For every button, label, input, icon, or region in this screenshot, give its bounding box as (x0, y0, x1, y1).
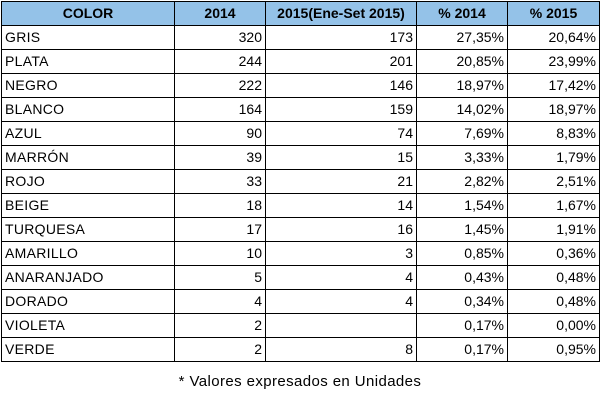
table-row: TURQUESA 17 16 1,45% 1,91% (1, 217, 600, 242)
cell-color: AZUL (1, 121, 175, 146)
cell-2015: 16 (265, 217, 417, 242)
table-row: AMARILLO 10 3 0,85% 0,36% (1, 241, 600, 266)
cell-2015: 14 (265, 193, 417, 218)
header-pct-2014: % 2014 (416, 1, 508, 26)
table-row: VERDE 2 8 0,17% 0,95% (1, 337, 600, 362)
cell-pct-2014: 20,85% (416, 49, 508, 74)
table-row: GRIS 320 173 27,35% 20,64% (1, 25, 600, 50)
cell-pct-2015: 20,64% (507, 25, 600, 50)
cell-pct-2014: 18,97% (416, 73, 508, 98)
cell-2014: 2 (174, 337, 266, 362)
cell-color: BEIGE (1, 193, 175, 218)
color-sales-table: COLOR 2014 2015(Ene-Set 2015) % 2014 % 2… (1, 1, 600, 362)
header-2014: 2014 (174, 1, 266, 26)
table-row: DORADO 4 4 0,34% 0,48% (1, 289, 600, 314)
cell-pct-2015: 2,51% (507, 169, 600, 194)
cell-pct-2015: 17,42% (507, 73, 600, 98)
cell-pct-2014: 2,82% (416, 169, 508, 194)
cell-pct-2015: 23,99% (507, 49, 600, 74)
cell-color: VERDE (1, 337, 175, 362)
cell-pct-2015: 1,79% (507, 145, 600, 170)
cell-color: VIOLETA (1, 313, 175, 338)
cell-2015: 8 (265, 337, 417, 362)
cell-2015: 15 (265, 145, 417, 170)
cell-2014: 222 (174, 73, 266, 98)
cell-pct-2015: 18,97% (507, 97, 600, 122)
cell-pct-2015: 0,36% (507, 241, 600, 266)
cell-2014: 10 (174, 241, 266, 266)
table-row: ROJO 33 21 2,82% 2,51% (1, 169, 600, 194)
cell-pct-2014: 14,02% (416, 97, 508, 122)
cell-color: BLANCO (1, 97, 175, 122)
table-row: VIOLETA 2 0,17% 0,00% (1, 313, 600, 338)
cell-color: TURQUESA (1, 217, 175, 242)
table-row: BLANCO 164 159 14,02% 18,97% (1, 97, 600, 122)
table-row: PLATA 244 201 20,85% 23,99% (1, 49, 600, 74)
cell-pct-2015: 0,00% (507, 313, 600, 338)
cell-2014: 39 (174, 145, 266, 170)
cell-pct-2014: 0,17% (416, 337, 508, 362)
table-row: MARRÓN 39 15 3,33% 1,79% (1, 145, 600, 170)
cell-pct-2014: 3,33% (416, 145, 508, 170)
cell-2014: 4 (174, 289, 266, 314)
cell-pct-2014: 1,54% (416, 193, 508, 218)
cell-2015: 21 (265, 169, 417, 194)
table-row: ANARANJADO 5 4 0,43% 0,48% (1, 265, 600, 290)
cell-color: GRIS (1, 25, 175, 50)
cell-pct-2015: 1,67% (507, 193, 600, 218)
cell-2014: 2 (174, 313, 266, 338)
cell-pct-2014: 0,43% (416, 265, 508, 290)
table-row: NEGRO 222 146 18,97% 17,42% (1, 73, 600, 98)
cell-2014: 17 (174, 217, 266, 242)
cell-pct-2015: 1,91% (507, 217, 600, 242)
cell-2015: 4 (265, 289, 417, 314)
header-color: COLOR (1, 1, 175, 26)
cell-color: DORADO (1, 289, 175, 314)
cell-2014: 320 (174, 25, 266, 50)
cell-2015 (265, 313, 417, 338)
cell-2015: 159 (265, 97, 417, 122)
cell-color: PLATA (1, 49, 175, 74)
cell-pct-2014: 0,85% (416, 241, 508, 266)
cell-color: AMARILLO (1, 241, 175, 266)
cell-2014: 164 (174, 97, 266, 122)
header-2015: 2015(Ene-Set 2015) (265, 1, 417, 26)
cell-2014: 33 (174, 169, 266, 194)
cell-pct-2015: 0,48% (507, 265, 600, 290)
cell-pct-2015: 8,83% (507, 121, 600, 146)
cell-pct-2014: 0,17% (416, 313, 508, 338)
header-row: COLOR 2014 2015(Ene-Set 2015) % 2014 % 2… (1, 1, 600, 26)
cell-pct-2014: 1,45% (416, 217, 508, 242)
cell-2015: 4 (265, 265, 417, 290)
cell-2014: 90 (174, 121, 266, 146)
cell-2014: 18 (174, 193, 266, 218)
cell-pct-2015: 0,48% (507, 289, 600, 314)
cell-color: MARRÓN (1, 145, 175, 170)
header-pct-2015: % 2015 (507, 1, 600, 26)
footnote: * Valores expresados en Unidades (178, 373, 422, 390)
table-body: GRIS 320 173 27,35% 20,64% PLATA 244 201 20,85% 2… (1, 25, 600, 362)
cell-color: ANARANJADO (1, 265, 175, 290)
cell-2015: 173 (265, 25, 417, 50)
cell-2015: 201 (265, 49, 417, 74)
cell-pct-2014: 7,69% (416, 121, 508, 146)
cell-2015: 146 (265, 73, 417, 98)
cell-2015: 74 (265, 121, 417, 146)
cell-pct-2014: 27,35% (416, 25, 508, 50)
cell-pct-2014: 0,34% (416, 289, 508, 314)
table-header: COLOR 2014 2015(Ene-Set 2015) % 2014 % 2… (1, 1, 600, 26)
cell-color: NEGRO (1, 73, 175, 98)
table-row: BEIGE 18 14 1,54% 1,67% (1, 193, 600, 218)
cell-2014: 244 (174, 49, 266, 74)
cell-2014: 5 (174, 265, 266, 290)
table-row: AZUL 90 74 7,69% 8,83% (1, 121, 600, 146)
cell-pct-2015: 0,95% (507, 337, 600, 362)
cell-color: ROJO (1, 169, 175, 194)
cell-2015: 3 (265, 241, 417, 266)
